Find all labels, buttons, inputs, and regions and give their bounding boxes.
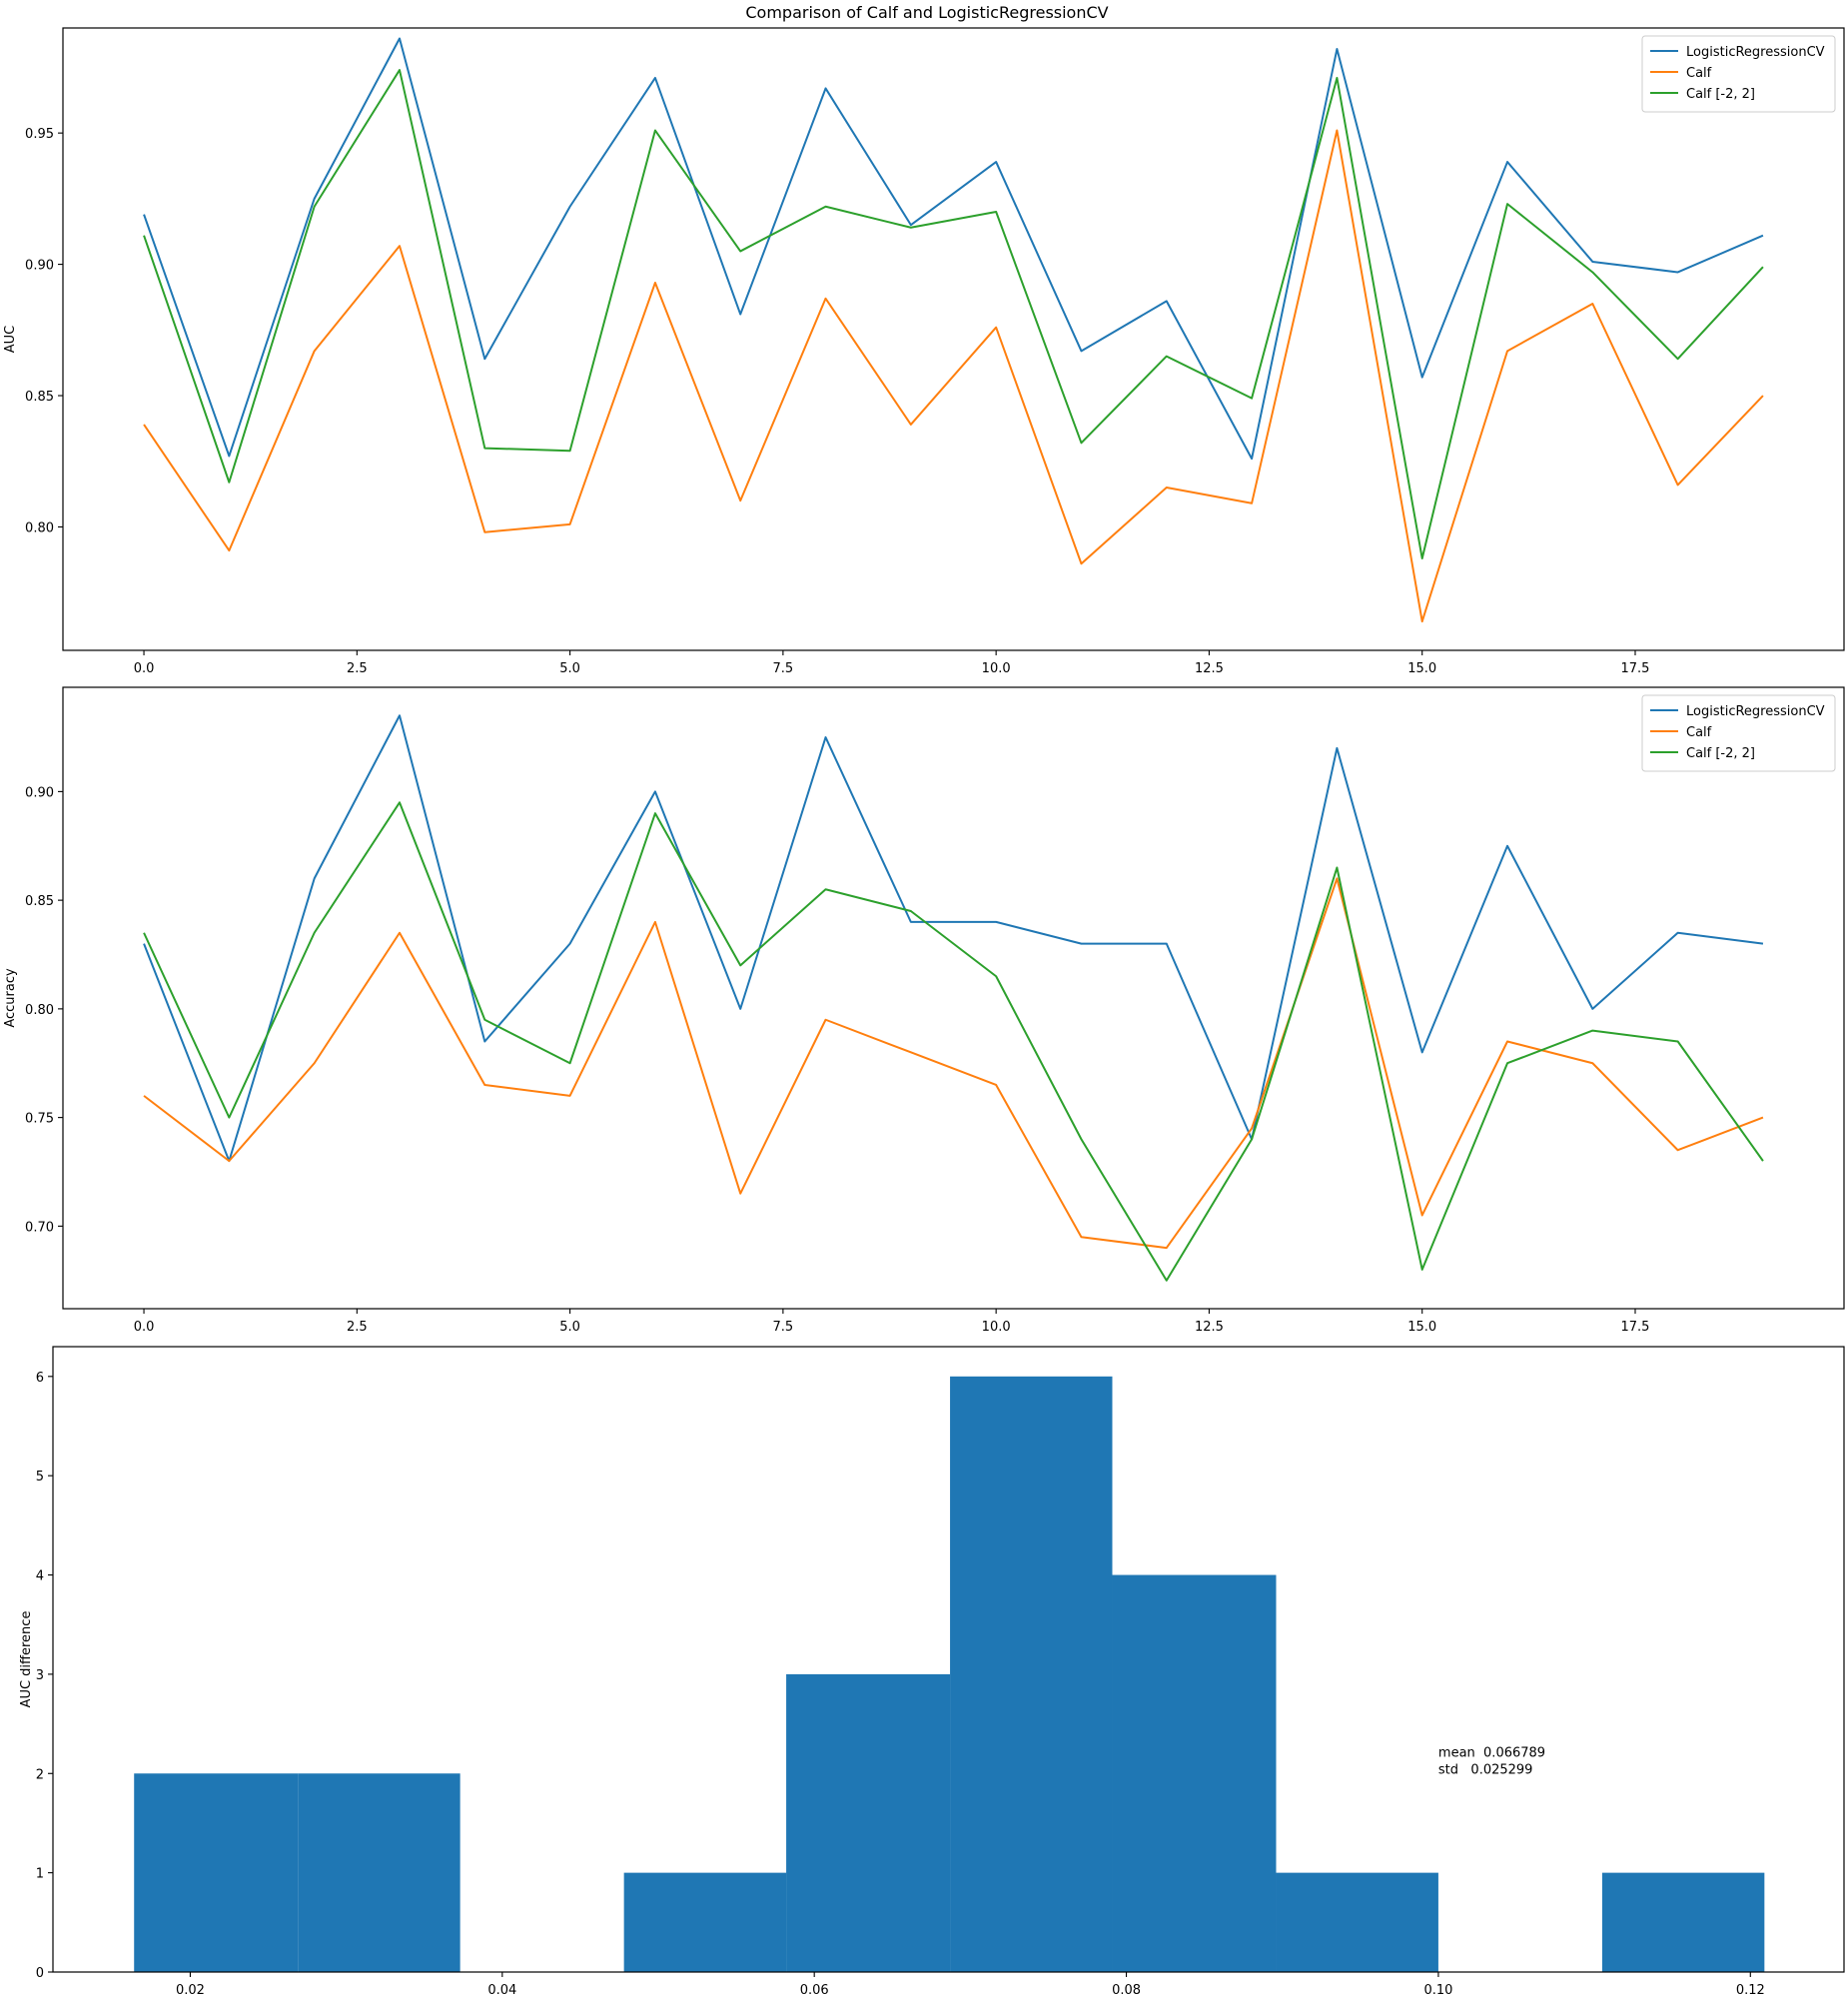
x-tick-label: 12.5: [1195, 661, 1224, 676]
series-line-1: [143, 37, 1764, 461]
x-tick-label: 0.12: [1736, 1983, 1765, 1998]
y-tick-label: 5: [36, 1470, 44, 1485]
y-tick-label: 2: [36, 1767, 44, 1782]
y-tick-label: 3: [36, 1668, 44, 1683]
annotation-line: std 0.025299: [1438, 1762, 1533, 1777]
x-tick-label: 10.0: [982, 1320, 1011, 1335]
y-axis-label: Accuracy: [3, 968, 18, 1028]
y-tick-label: 4: [36, 1569, 44, 1584]
axes-frame: [52, 1346, 1845, 1973]
x-tick-label: 12.5: [1195, 1320, 1224, 1335]
y-tick-label: 0.75: [25, 1112, 54, 1127]
legend-label: Calf [-2, 2]: [1686, 87, 1755, 102]
y-axis-label: AUC difference: [19, 1611, 34, 1708]
panels: 0.0 2.5 5.0 7.5 10.0 12.5 15.0 17.50.800.850.90…: [3, 27, 1845, 1998]
axes-frame: [62, 686, 1845, 1310]
y-tick-label: 0.80: [25, 1003, 54, 1018]
histogram-bar: [134, 1773, 299, 1972]
histogram-bar: [1601, 1872, 1765, 1972]
x-tick-label: 0.04: [487, 1983, 516, 1998]
y-tick-label: 0.90: [25, 259, 54, 274]
x-tick-label: 5.0: [559, 661, 580, 676]
stats-annotation: mean 0.066789 std 0.025299: [1438, 1745, 1545, 1777]
legend: LogisticRegressionCV Calf Calf [-2, 2]: [1641, 694, 1836, 772]
histogram-bar: [623, 1872, 787, 1972]
x-tick-label: 15.0: [1407, 1320, 1436, 1335]
y-tick-label: 0.90: [25, 785, 54, 800]
figure-title: Comparison of Calf and LogisticRegressio…: [745, 3, 1108, 22]
legend-label: LogisticRegressionCV: [1686, 45, 1825, 60]
y-tick-label: 0.85: [25, 390, 54, 405]
series-line-3: [143, 69, 1764, 559]
x-tick-label: 2.5: [347, 661, 368, 676]
histogram-bar: [1112, 1574, 1277, 1972]
legend-box: [1641, 35, 1836, 113]
chart-panel-2: 0.0 2.5 5.0 7.5 10.0 12.5 15.0 17.5 0.70 0.75 0.80…: [3, 686, 1845, 1335]
chart-panel-1: 0.0 2.5 5.0 7.5 10.0 12.5 15.0 17.5 0.80 0.85 0.90…: [3, 27, 1845, 676]
y-tick-label: 0.80: [25, 520, 54, 535]
series-line-2: [143, 877, 1764, 1250]
chart-panel-3: 0.02 0.04 0.06 0.08 0.10 0.12 0 1 2 3 4 5 6 AUC diffe…: [19, 1346, 1845, 1998]
y-tick-label: 1: [36, 1867, 44, 1882]
legend-label: Calf: [1686, 66, 1712, 81]
x-tick-label: 0.06: [800, 1983, 829, 1998]
legend-box: [1641, 694, 1836, 772]
histogram-bar: [298, 1773, 461, 1972]
y-tick-label: 0: [36, 1966, 44, 1981]
x-tick-label: 5.0: [559, 1320, 580, 1335]
x-tick-label: 2.5: [347, 1320, 368, 1335]
y-tick-label: 6: [36, 1371, 44, 1386]
histogram-bar: [950, 1376, 1113, 1972]
x-tick-label: 0.02: [176, 1983, 205, 1998]
x-tick-label: 17.5: [1621, 1320, 1650, 1335]
x-tick-label: 17.5: [1621, 661, 1650, 676]
x-tick-label: 0.08: [1112, 1983, 1141, 1998]
axes-frame: [62, 27, 1845, 651]
y-tick-label: 0.70: [25, 1220, 54, 1235]
x-tick-label: 7.5: [773, 1320, 794, 1335]
y-tick-label: 0.85: [25, 894, 54, 909]
legend: LogisticRegressionCV Calf Calf [-2, 2]: [1641, 35, 1836, 113]
legend-label: Calf [-2, 2]: [1686, 746, 1755, 761]
y-axis-label: AUC: [3, 326, 18, 354]
histogram-bar: [1276, 1872, 1438, 1972]
y-tick-label: 0.95: [25, 127, 54, 142]
legend-label: LogisticRegressionCV: [1686, 704, 1825, 719]
series-line-1: [143, 714, 1764, 1163]
legend-label: Calf: [1686, 725, 1712, 740]
x-tick-label: 10.0: [982, 661, 1011, 676]
x-tick-label: 0.0: [134, 1320, 155, 1335]
x-tick-label: 7.5: [773, 661, 794, 676]
x-tick-label: 0.10: [1423, 1983, 1452, 1998]
annotation-line: mean 0.066789: [1438, 1745, 1545, 1760]
x-tick-label: 0.0: [134, 661, 155, 676]
series-line-2: [143, 129, 1764, 623]
series-line-3: [143, 801, 1764, 1282]
histogram-bar: [786, 1673, 951, 1972]
x-tick-label: 15.0: [1407, 661, 1436, 676]
